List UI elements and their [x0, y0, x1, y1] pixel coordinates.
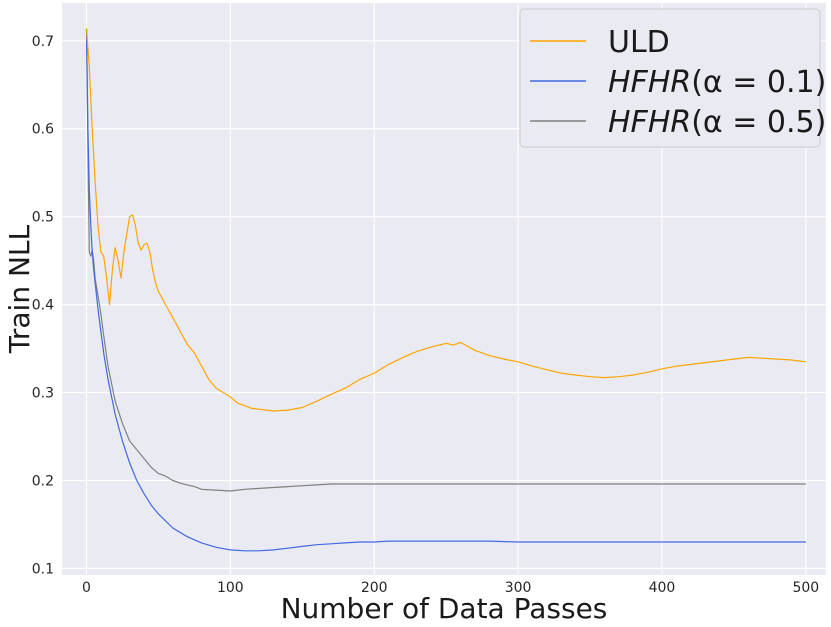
y-tick-labels: 0.1 0.2 0.3 0.4 0.5 0.6 0.7: [32, 34, 54, 578]
y-tick-label: 0.7: [32, 34, 54, 50]
series-line-0: [85, 28, 806, 412]
x-tick-label: 300: [505, 580, 532, 596]
legend-box: [519, 8, 821, 148]
legend-label: HFHR(α = 0.5): [608, 105, 826, 140]
x-tick-label: 100: [217, 580, 244, 596]
y-tick-label: 0.5: [32, 210, 54, 226]
y-tick-label: 0.1: [32, 561, 54, 577]
series-line-2: [85, 28, 806, 492]
series-line-1: [85, 28, 806, 552]
grid-lines: [62, 3, 826, 575]
legend-item-hfhr-0-5: HFHR(α = 0.5): [530, 105, 826, 140]
x-tick-labels: 0 100 200 300 400 500: [82, 580, 819, 596]
y-tick-label: 0.4: [32, 298, 54, 314]
x-tick-label: 500: [792, 580, 819, 596]
x-axis-label: Number of Data Passes: [281, 592, 608, 625]
legend: ULD HFHR(α = 0.1) HFHR(α = 0.5): [519, 8, 826, 148]
x-tick-label: 0: [82, 580, 91, 596]
x-tick-label: 400: [649, 580, 676, 596]
legend-label: ULD: [608, 25, 670, 60]
legend-label: HFHR(α = 0.1): [608, 65, 826, 100]
y-tick-label: 0.2: [32, 473, 54, 489]
series-lines: [85, 28, 806, 552]
legend-item-uld: ULD: [530, 25, 670, 60]
x-tick-label: 200: [361, 580, 388, 596]
legend-item-hfhr-0-1: HFHR(α = 0.1): [530, 65, 826, 100]
y-tick-label: 0.6: [32, 122, 54, 138]
y-tick-label: 0.3: [32, 386, 54, 402]
y-axis-label: Train NLL: [3, 224, 36, 354]
